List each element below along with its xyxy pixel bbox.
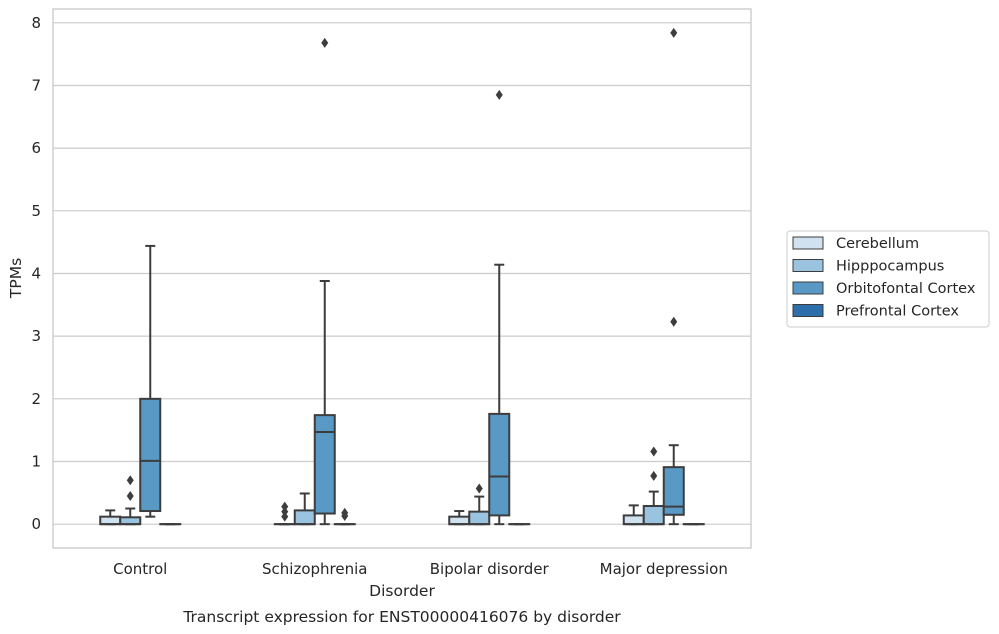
- legend-label: Hipppocampus: [836, 259, 944, 275]
- y-tick-label: 7: [31, 76, 41, 94]
- box: [448, 515, 471, 526]
- legend-swatch: [792, 236, 824, 250]
- grid-lines: [53, 22, 751, 525]
- box-group: [622, 504, 645, 526]
- box-group: [662, 27, 685, 526]
- outlier-point: [650, 446, 658, 457]
- y-tick-label: 8: [31, 14, 41, 32]
- outlier-point: [670, 27, 678, 38]
- outlier-point: [281, 501, 289, 512]
- box-group: [99, 509, 122, 526]
- box: [468, 510, 491, 526]
- box-group: [293, 492, 316, 526]
- chart-title: Transcript expression for ENST0000041607…: [182, 608, 621, 626]
- outlier-point: [670, 316, 678, 327]
- box-group: [642, 446, 665, 526]
- y-axis-ticks: 0 1 2 3 4 5 6 7 8: [31, 14, 41, 533]
- box-group: [333, 507, 356, 526]
- legend-label: Cerebellum: [836, 236, 919, 252]
- legend-swatch: [792, 259, 824, 272]
- x-tick-label: Control: [113, 560, 167, 578]
- y-tick-label: 3: [31, 327, 41, 345]
- outlier-point: [475, 483, 483, 494]
- box-group: [448, 510, 471, 526]
- y-tick-label: 0: [31, 515, 41, 533]
- outlier-point: [650, 470, 658, 481]
- box: [488, 412, 511, 517]
- outlier-point: [321, 37, 329, 48]
- box: [139, 397, 162, 513]
- box-series: [99, 27, 705, 526]
- outlier-point: [126, 475, 134, 486]
- box-group: [488, 89, 511, 526]
- legend-swatch: [792, 304, 824, 317]
- box-group: [119, 475, 142, 526]
- outlier-point: [495, 89, 503, 100]
- legend-frame: [786, 230, 990, 328]
- outlier-point: [341, 507, 349, 518]
- legend-swatch: [792, 281, 824, 295]
- box-group: [313, 37, 336, 526]
- y-axis-label: TPMs: [7, 258, 25, 299]
- box: [99, 515, 122, 526]
- box-group: [468, 483, 491, 526]
- box-group: [273, 501, 296, 526]
- x-axis-ticks: Control Schizophrenia Bipolar disorder Majo…: [113, 560, 728, 578]
- outlier-point: [126, 490, 134, 501]
- box: [119, 516, 142, 526]
- y-tick-label: 5: [31, 202, 41, 220]
- box: [642, 505, 665, 526]
- outlier-point: [281, 506, 289, 517]
- plot-frame: [52, 8, 752, 549]
- legend-label: Prefrontal Cortex: [836, 304, 959, 320]
- x-tick-label: Major depression: [600, 560, 728, 578]
- box: [622, 514, 645, 526]
- y-tick-label: 1: [31, 453, 41, 471]
- y-tick-label: 6: [31, 139, 41, 157]
- x-axis-label: Disorder: [369, 582, 435, 600]
- box: [662, 466, 685, 516]
- box: [313, 414, 336, 515]
- legend-label: Orbitofontal Cortex: [836, 281, 976, 297]
- y-tick-label: 4: [31, 264, 41, 282]
- legend: Cerebellum Hipppocampus Orbitofontal Corte…: [786, 230, 990, 328]
- x-tick-label: Bipolar disorder: [430, 560, 550, 578]
- x-tick-label: Schizophrenia: [262, 560, 367, 578]
- outlier-point: [281, 511, 289, 522]
- box-group: [139, 244, 162, 518]
- y-tick-label: 2: [31, 390, 41, 408]
- box: [293, 509, 316, 526]
